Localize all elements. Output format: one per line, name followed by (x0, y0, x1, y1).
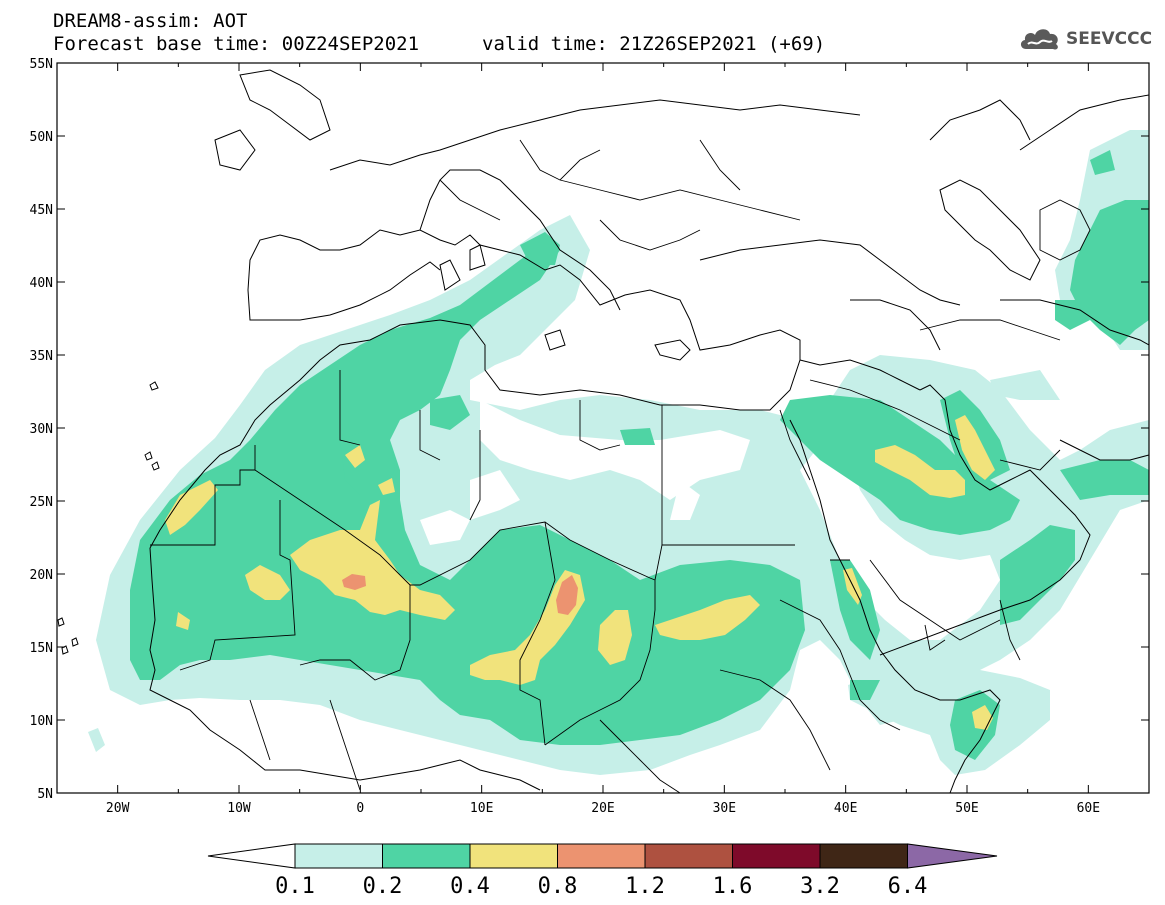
lon-tick-label: 20W (106, 801, 130, 816)
cloud-icon (1020, 29, 1058, 50)
colorbar-segment (469, 843, 558, 869)
coastlines (57, 69, 1149, 793)
colorbar-segment (644, 843, 733, 869)
colorbar-segment (819, 843, 908, 869)
lat-tick-label: 40N (30, 276, 53, 291)
colorbar-label: 3.2 (800, 874, 840, 899)
country-borders (150, 139, 1091, 793)
lat-tick-label: 25N (30, 495, 53, 510)
colorbar-segment (294, 843, 383, 869)
valid-time: valid time: 21Z26SEP2021 (+69) (482, 33, 826, 55)
lon-tick-label: 40E (834, 801, 857, 816)
colorbar-label: 0.8 (538, 874, 578, 899)
lon-tick-label: 20E (591, 801, 614, 816)
aot-level-0.4 (165, 415, 995, 730)
longitude-axis: 20W 10W 0 10E 20E 30E 40E 50E 60E (56, 63, 1150, 816)
lat-tick-label: 30N (30, 422, 53, 437)
lon-tick-label: 60E (1077, 801, 1100, 816)
lon-tick-label: 50E (955, 801, 978, 816)
lon-tick-label: 10E (470, 801, 493, 816)
colorbar-label: 0.4 (450, 874, 490, 899)
colorbar-segment (732, 843, 821, 869)
colorbar-label: 6.4 (888, 874, 928, 899)
forecast-base-time: Forecast base time: 00Z24SEP2021 (53, 33, 420, 55)
lat-tick-label: 10N (30, 714, 53, 729)
latitude-axis: 55N 50N 45N 40N 35N 30N 25N 20N 15N 10N 5N (30, 57, 1149, 802)
seevccc-logo: SEEVCCC (1018, 24, 1152, 54)
colorbar-segment (382, 843, 471, 869)
map-title: DREAM8-assim: AOT (53, 10, 248, 32)
aot-field (57, 69, 1149, 793)
colorbar-label: 0.1 (275, 874, 315, 899)
logo-text: SEEVCCC (1066, 29, 1153, 49)
colorbar-under-arrow (207, 843, 296, 869)
lat-tick-label: 35N (30, 349, 53, 364)
aot-holes (420, 400, 1000, 640)
colorbar-label: 1.2 (625, 874, 665, 899)
lat-tick-label: 5N (37, 787, 53, 802)
lat-tick-label: 20N (30, 568, 53, 583)
colorbar-over-arrow (907, 843, 998, 869)
lat-tick-label: 45N (30, 203, 53, 218)
lat-tick-label: 50N (30, 130, 53, 145)
lat-tick-label: 55N (30, 57, 53, 72)
lat-tick-label: 15N (30, 641, 53, 656)
colorbar-label: 0.2 (363, 874, 403, 899)
colorbar: 0.1 0.2 0.4 0.8 1.2 1.6 3.2 6.4 (207, 843, 998, 899)
lon-tick-label: 10W (227, 801, 251, 816)
colorbar-label: 1.6 (713, 874, 753, 899)
aot-level-0.8 (342, 574, 578, 615)
lon-tick-label: 0 (356, 801, 364, 816)
lon-tick-label: 30E (713, 801, 736, 816)
colorbar-segment (557, 843, 646, 869)
